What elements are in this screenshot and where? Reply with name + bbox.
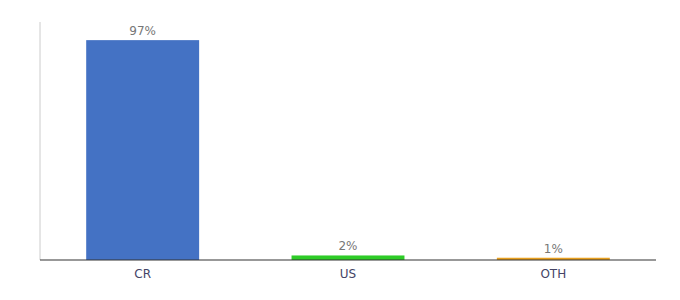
chart-container: 97% 2% 1% CR US OTH <box>0 0 680 300</box>
x-tick-label: US <box>340 267 356 281</box>
bars <box>86 40 610 260</box>
data-label: 1% <box>544 242 563 256</box>
data-label: 97% <box>129 24 156 38</box>
bar <box>292 255 405 260</box>
x-tick-label: CR <box>134 267 151 281</box>
data-label: 2% <box>338 239 357 253</box>
x-axis-line <box>40 259 656 260</box>
y-axis-line <box>40 22 41 260</box>
x-tick-label: OTH <box>540 267 566 281</box>
bar <box>86 40 199 260</box>
chart-svg: 97% 2% 1% CR US OTH <box>0 0 680 300</box>
